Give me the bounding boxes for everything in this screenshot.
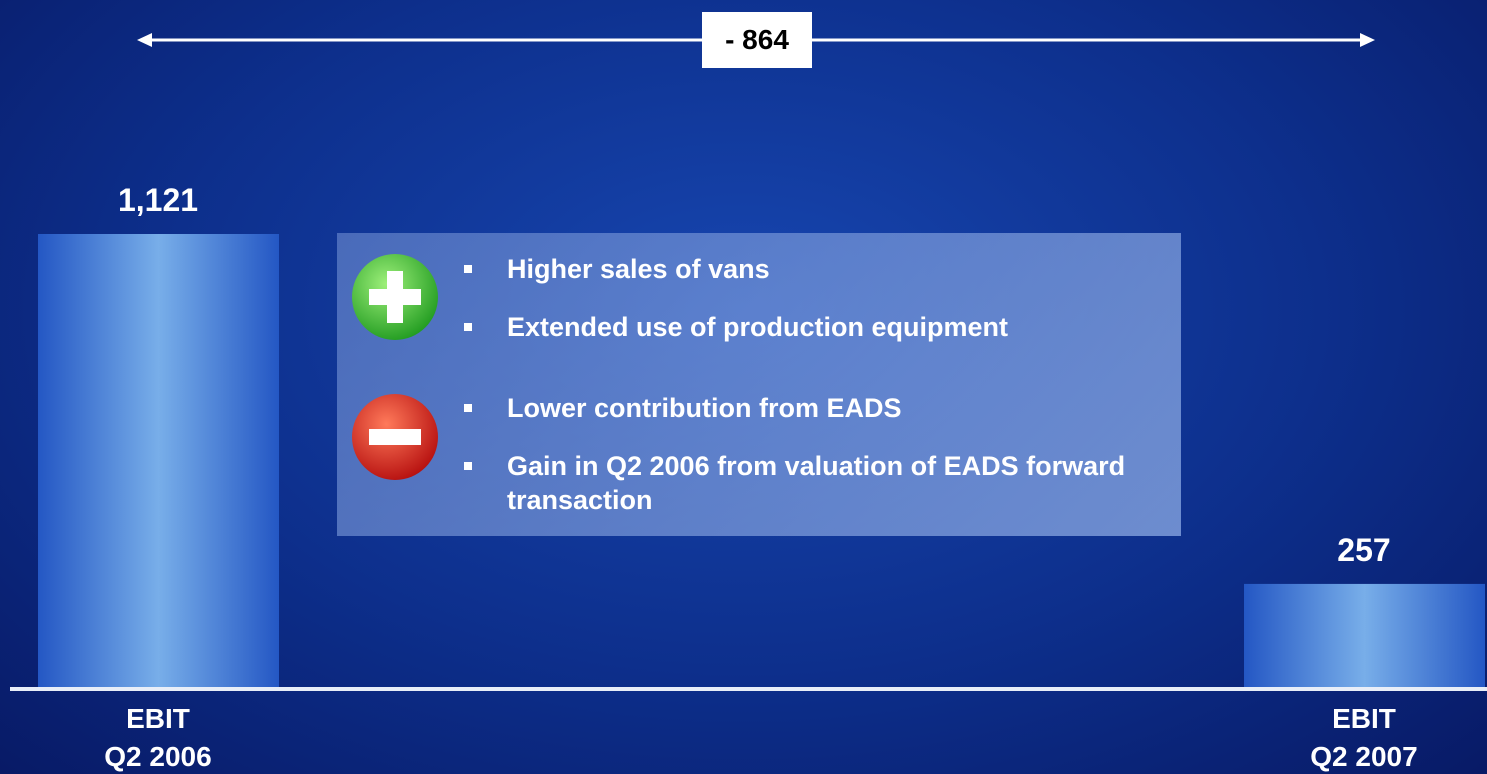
value-label: 1,121 [117, 181, 199, 218]
bullet [464, 462, 472, 470]
bullet [464, 323, 472, 331]
bullet-text: Extended use of production equipment [507, 312, 1009, 342]
bar [38, 233, 279, 688]
arrow-head [137, 33, 152, 47]
minus-icon [369, 429, 421, 445]
category-label: EBIT Q2 2006 [104, 703, 212, 772]
bar [1244, 583, 1485, 688]
bullet-text: Lower contribution from EADS [507, 393, 902, 423]
value-label: 257 [1337, 531, 1391, 568]
arrow-head [1360, 33, 1375, 47]
difference-label: - 864 [702, 12, 812, 68]
bullet-text: Higher sales of vans [507, 254, 770, 284]
factor-box: Higher sales of vans Extended use of pro… [337, 233, 1181, 536]
icons [352, 254, 438, 480]
category-label: EBIT Q2 2007 [1310, 703, 1418, 772]
bullet [464, 265, 472, 273]
bullet [464, 404, 472, 412]
bullet-text: Gain in Q2 2006 from valuation of EADS f… [507, 451, 1126, 515]
plus-icon [369, 289, 421, 305]
